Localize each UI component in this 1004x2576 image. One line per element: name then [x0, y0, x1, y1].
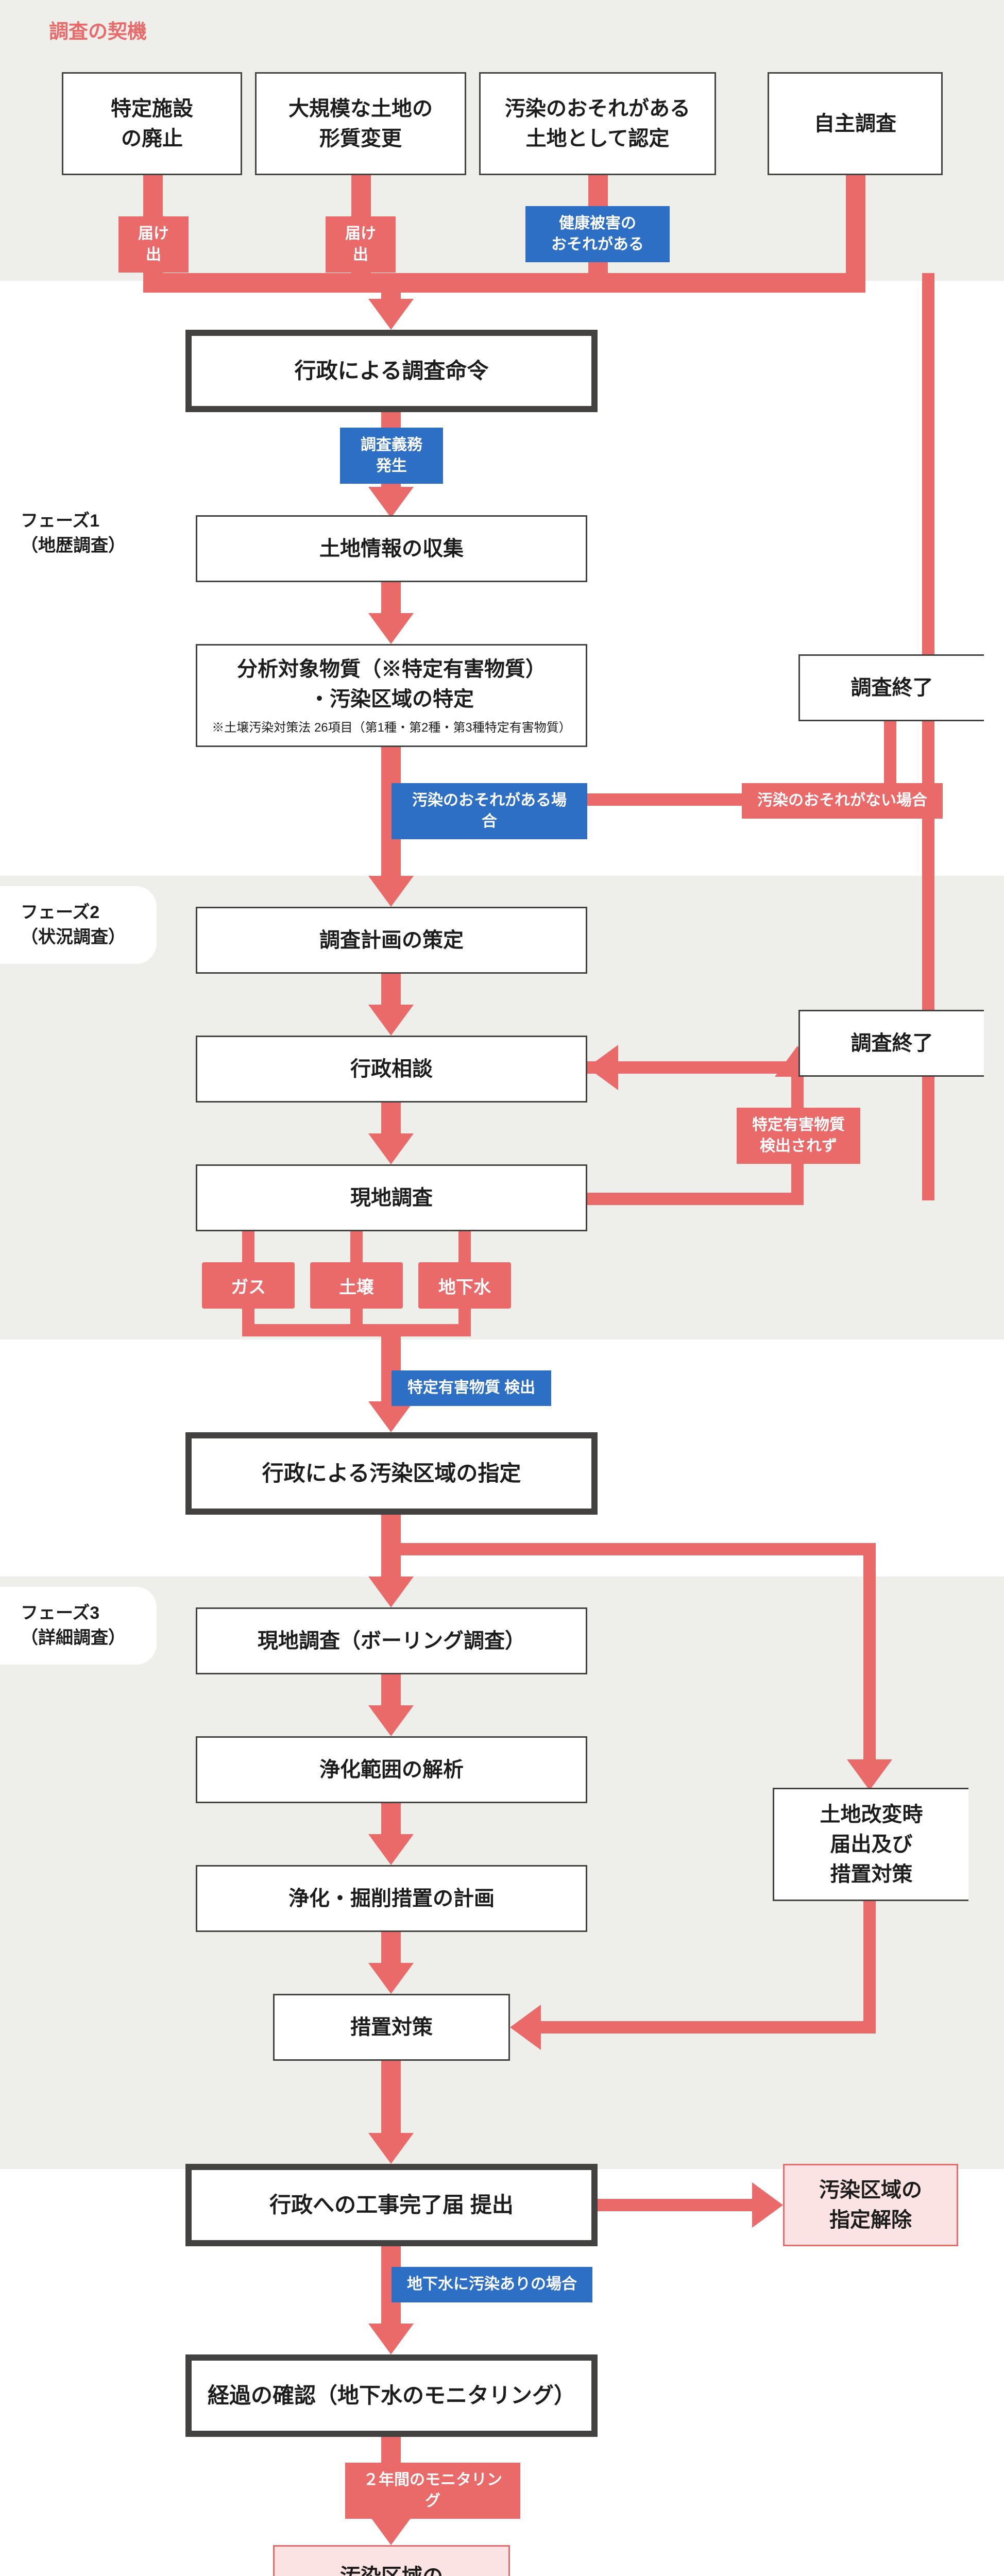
box-land-report: 土地改変時届出及び措置対策 [773, 1788, 968, 1901]
box-target-analysis: 分析対象物質（※特定有害物質）・汚染区域の特定 ※土壌汚染対策法 26項目（第1… [196, 644, 587, 747]
arrow-order-down [368, 487, 414, 518]
phase-1-label: フェーズ1（地歴調査） [0, 495, 157, 572]
badge-not-detected: 特定有害物質検出されず [737, 1108, 860, 1164]
arrow-auto-merge [587, 1045, 618, 1090]
box-remed-plan: 浄化・掘削措置の計画 [196, 1865, 587, 1932]
box-consult: 行政相談 [196, 1036, 587, 1103]
arrow-p3-b [368, 1834, 414, 1865]
box-plan: 調査計画の策定 [196, 907, 587, 974]
trigger-box-2: 大規模な土地の形質変更 [255, 72, 466, 175]
arrow-to-final [368, 2514, 414, 2545]
badge-obligation: 調査義務発生 [340, 428, 443, 484]
box-survey-end-2: 調査終了 [798, 1010, 984, 1077]
arrow-to-completion [368, 2133, 414, 2164]
badge-risk-yes: 汚染のおそれがある場合 [392, 783, 587, 839]
arrow-detected [368, 1401, 414, 1432]
badge-gw-contam: 地下水に汚染ありの場合 [392, 2267, 592, 2302]
phase-3-label: フェーズ3（詳細調査） [0, 1587, 157, 1665]
box-admin-order: 行政による調査命令 [185, 330, 598, 412]
chip-gas: ガス [202, 1262, 295, 1309]
arrow-to-p2 [368, 876, 414, 907]
box-boring: 現地調査（ボーリング調査） [196, 1607, 587, 1674]
stem-cancel-h [598, 2199, 757, 2211]
box-completion: 行政への工事完了届 提出 [185, 2164, 598, 2246]
stem-land-h [392, 1543, 876, 1555]
arrow-to-mon [368, 2324, 414, 2354]
stem-land-back-h [536, 2021, 876, 2033]
box-measures: 措置対策 [273, 1994, 510, 2061]
stem-chip-3 [458, 1231, 471, 1262]
box-info-collect: 土地情報の収集 [196, 515, 587, 582]
stem-chip-d2 [350, 1309, 363, 1324]
phase-2-label: フェーズ2（状況調査） [0, 886, 157, 964]
arrow-p2-b [368, 1133, 414, 1164]
stem-chip-2 [350, 1231, 363, 1262]
stem-chip-bus [242, 1324, 471, 1336]
trigger-title: 調査の契機 [49, 15, 147, 44]
badge-two-year: ２年間のモニタリング [345, 2463, 520, 2519]
arrow-to-order [368, 299, 414, 330]
box-field: 現地調査 [196, 1164, 587, 1231]
arrow-p2-a [368, 1005, 414, 1036]
box-monitoring: 経過の確認（地下水のモニタリング） [185, 2354, 598, 2437]
arrow-des-down [368, 1577, 414, 1607]
badge-notify-1: 届け出 [118, 216, 189, 273]
badge-notify-2: 届け出 [326, 216, 396, 273]
arrow-p3-c [368, 1963, 414, 1994]
badge-risk-no: 汚染のおそれがない場合 [742, 783, 943, 819]
stem-nd-h [587, 1193, 804, 1205]
box-cancel-1: 汚染区域の指定解除 [783, 2164, 958, 2246]
chip-soil: 土壌 [310, 1262, 403, 1309]
trigger-box-3: 汚染のおそれがある土地として認定 [479, 72, 716, 175]
stem-land-v [863, 1543, 876, 1765]
stem-chip-1 [242, 1231, 254, 1262]
stem-chip-d1 [242, 1309, 254, 1324]
box-final-cancel: 汚染区域の指定解除 [273, 2545, 510, 2576]
trigger-box-4: 自主調査 [768, 72, 943, 175]
stem-to-completion [381, 2061, 401, 2138]
stem-land-back-v [863, 1901, 876, 2027]
arrow-land-back [510, 2005, 541, 2050]
bus-triggers [143, 273, 865, 293]
arrow-p1-a [368, 613, 414, 644]
box-designation: 行政による汚染区域の指定 [185, 1432, 598, 1515]
stem-t4 [846, 175, 865, 286]
box-survey-end-1: 調査終了 [798, 654, 984, 721]
badge-detected: 特定有害物質 検出 [392, 1370, 551, 1406]
stem-chip-d3 [458, 1309, 471, 1324]
badge-health-risk: 健康被害のおそれがある [525, 206, 670, 262]
arrow-p3-a [368, 1705, 414, 1736]
arrow-land-down [847, 1759, 892, 1790]
box-extent: 浄化範囲の解析 [196, 1736, 587, 1803]
arrow-cancel [752, 2182, 783, 2228]
trigger-box-1: 特定施設の廃止 [62, 72, 242, 175]
chip-gw: 地下水 [418, 1262, 511, 1309]
